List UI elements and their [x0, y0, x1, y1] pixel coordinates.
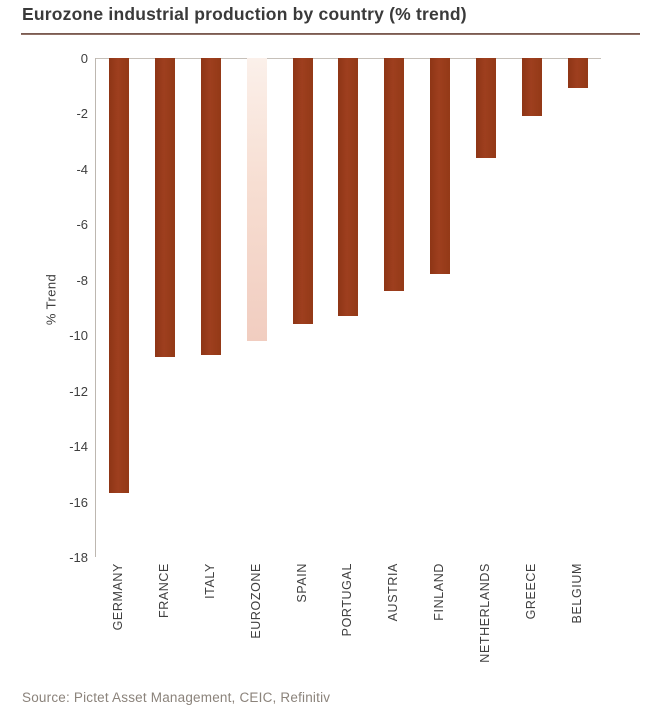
x-tick-label: ITALY	[202, 563, 217, 599]
x-tick-label: GERMANY	[110, 563, 125, 631]
bar-austria	[384, 58, 405, 291]
bar-netherlands	[476, 58, 497, 158]
y-tick-label: -18	[69, 550, 88, 565]
y-tick-label: -2	[76, 106, 88, 122]
bar-italy	[200, 58, 221, 355]
bar-france	[154, 58, 175, 358]
x-tick-label: PORTUGAL	[340, 563, 355, 637]
bars-container	[96, 58, 601, 557]
chart-title: Eurozone industrial production by countr…	[22, 4, 467, 24]
bar-spain	[292, 58, 313, 325]
x-tick-label: AUSTRIA	[386, 563, 401, 622]
x-label-cell-spain: SPAIN	[279, 563, 325, 603]
bar-eurozone	[246, 58, 267, 341]
y-tick-label: -12	[69, 383, 88, 399]
bar-finland	[430, 58, 451, 275]
x-tick-label: EUROZONE	[248, 563, 263, 639]
y-tick-label: -14	[69, 439, 88, 455]
x-label-cell-france: FRANCE	[141, 563, 187, 618]
x-tick-label: FRANCE	[156, 563, 171, 618]
y-tick-label: 0	[80, 51, 88, 66]
bar-column-greece	[509, 58, 555, 117]
y-axis-ticks: 0 -2 -4 -6 -8 -10 -12 -14 -16 -18	[38, 52, 88, 564]
x-label-cell-netherlands: NETHERLANDS	[462, 563, 508, 663]
x-tick-label: GREECE	[524, 563, 539, 620]
x-label-cell-finland: FINLAND	[416, 563, 462, 621]
x-label-cell-eurozone: EUROZONE	[233, 563, 279, 639]
bar-column-netherlands	[463, 58, 509, 158]
bar-column-italy	[188, 58, 234, 355]
bar-portugal	[338, 58, 359, 316]
y-tick-label: -8	[76, 272, 88, 288]
title-underline	[21, 33, 640, 35]
source-note: Source: Pictet Asset Management, CEIC, R…	[22, 690, 331, 705]
bar-column-france	[142, 58, 188, 358]
bar-column-germany	[96, 58, 142, 494]
x-label-cell-portugal: PORTUGAL	[325, 563, 371, 636]
x-tick-label: NETHERLANDS	[478, 563, 493, 663]
y-tick-label: -16	[69, 494, 88, 510]
bar-column-austria	[371, 58, 417, 291]
y-tick-label: -6	[76, 217, 88, 233]
x-label-cell-greece: GREECE	[508, 563, 554, 619]
x-label-cell-austria: AUSTRIA	[370, 563, 416, 621]
plot-area	[95, 58, 601, 557]
x-label-cell-italy: ITALY	[187, 563, 233, 599]
x-label-cell-germany: GERMANY	[95, 563, 141, 630]
y-tick-label: -10	[69, 328, 88, 344]
bar-column-eurozone	[234, 58, 280, 341]
bar-column-belgium	[555, 58, 601, 89]
x-tick-label: FINLAND	[432, 563, 447, 621]
bar-greece	[522, 58, 543, 117]
bar-germany	[108, 58, 129, 494]
bar-column-finland	[417, 58, 463, 275]
y-tick-label: -4	[76, 161, 88, 177]
bar-belgium	[568, 58, 589, 89]
x-axis-labels: GERMANY FRANCE ITALY EUROZONE SPAIN PORTUGAL A…	[95, 563, 600, 663]
bar-column-portugal	[326, 58, 372, 316]
bar-column-spain	[280, 58, 326, 325]
x-tick-label: SPAIN	[294, 563, 309, 603]
x-tick-label: BELGIUM	[570, 563, 585, 624]
x-label-cell-belgium: BELGIUM	[554, 563, 600, 623]
